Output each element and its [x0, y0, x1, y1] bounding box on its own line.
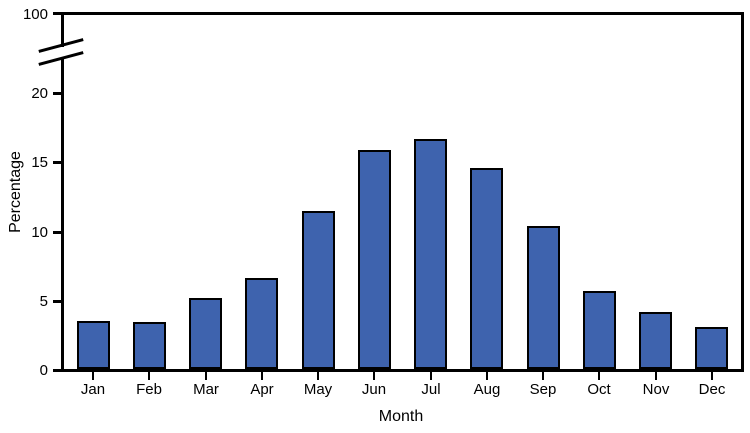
x-tick-label: Jul — [421, 381, 441, 398]
x-tick — [148, 372, 150, 380]
x-tick-label: Oct — [587, 381, 611, 398]
x-tick-label: Jan — [80, 381, 106, 398]
x-tick — [205, 372, 207, 380]
x-tick — [430, 372, 432, 380]
x-tick — [655, 372, 657, 380]
x-tick-label: Apr — [250, 381, 274, 398]
x-tick-label: Jun — [361, 381, 387, 398]
y-tick-label-top: 100 — [22, 6, 48, 23]
x-tick — [542, 372, 544, 380]
x-tick — [373, 372, 375, 380]
bar-oct — [583, 291, 616, 369]
x-tick-label: Feb — [136, 381, 162, 398]
bar-dec — [695, 327, 728, 369]
x-tick — [711, 372, 713, 380]
y-tick-label: 10 — [31, 223, 48, 241]
x-tick — [486, 372, 488, 380]
x-tick — [317, 372, 319, 380]
x-tick-label: Mar — [193, 381, 219, 398]
bar-jan — [77, 320, 110, 369]
bar-may — [302, 211, 335, 369]
y-tick — [53, 369, 61, 372]
x-tick — [598, 372, 600, 380]
x-tick — [261, 372, 263, 380]
y-tick-label: 5 — [39, 292, 48, 310]
y-axis-title: Percentage — [7, 151, 24, 233]
plot-frame-top — [53, 12, 744, 15]
bar-mar — [189, 298, 222, 369]
x-tick-label: Dec — [698, 381, 726, 398]
bar-jul — [414, 139, 447, 369]
plot-frame-right — [741, 12, 744, 372]
x-tick-label: Sep — [529, 381, 557, 398]
y-tick-label: 20 — [31, 85, 48, 102]
bar-feb — [133, 321, 166, 369]
y-tick — [53, 92, 61, 95]
bar-sep — [527, 226, 560, 369]
x-axis-title: Month — [378, 408, 424, 425]
y-tick — [53, 230, 61, 234]
y-axis-line-upper — [61, 12, 64, 47]
bar-apr — [245, 277, 278, 369]
y-tick — [53, 299, 61, 303]
x-tick-label: Aug — [473, 381, 501, 398]
y-tick-label: 15 — [31, 154, 48, 172]
y-tick — [53, 161, 61, 165]
x-tick-label: Nov — [642, 381, 670, 398]
x-tick — [92, 372, 94, 380]
bar-aug — [470, 168, 503, 369]
bar-nov — [639, 312, 672, 369]
x-tick-label: May — [303, 381, 333, 398]
y-axis-line-lower — [61, 58, 64, 372]
y-tick-label: 0 — [39, 362, 48, 379]
x-axis-line — [61, 369, 744, 372]
bar-jun — [358, 150, 391, 369]
